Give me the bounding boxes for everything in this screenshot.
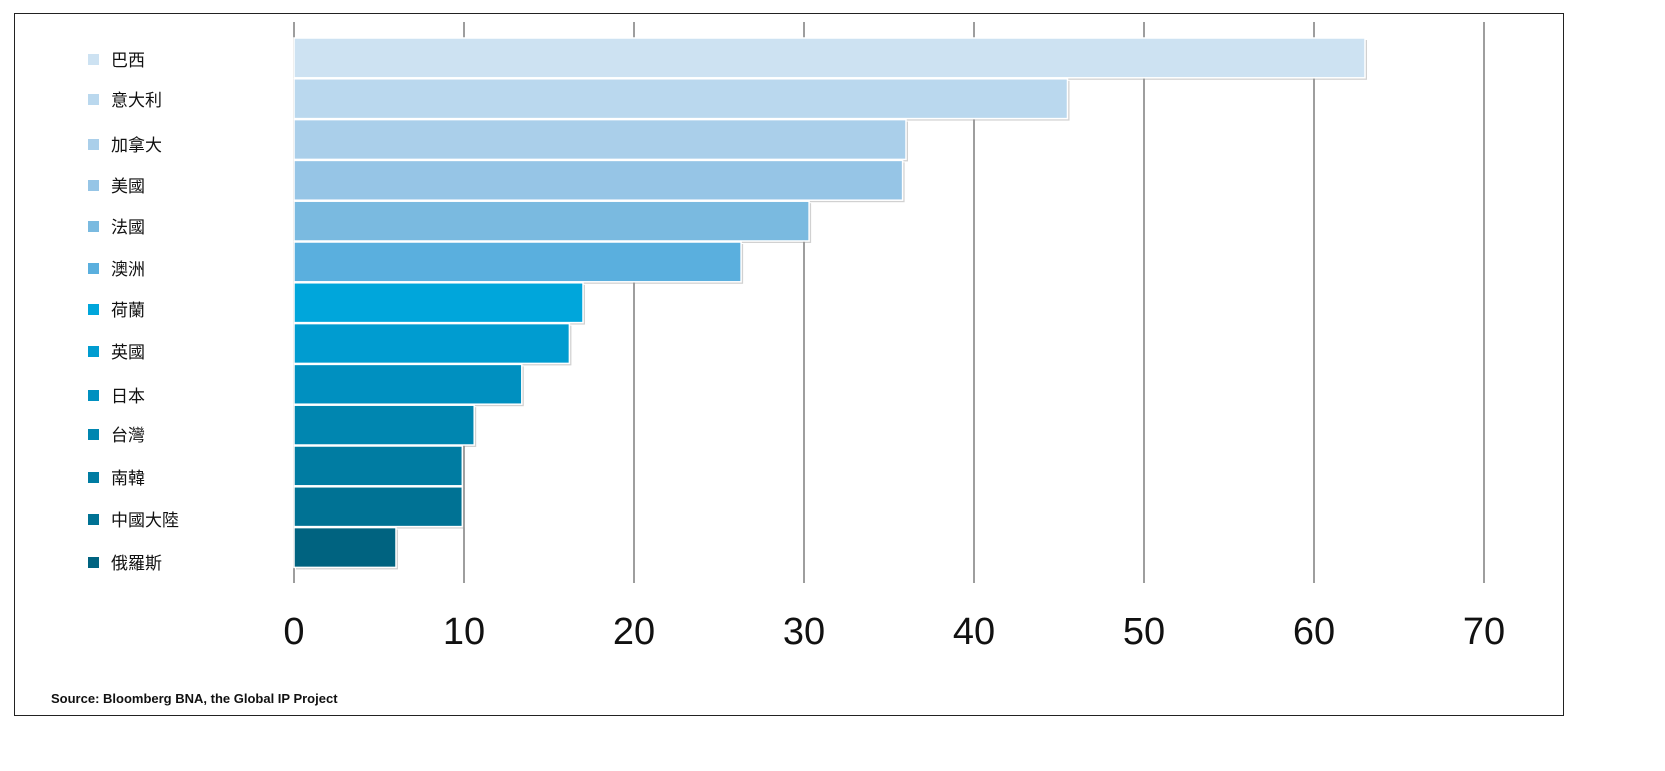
legend-swatch	[88, 514, 99, 525]
bar	[293, 118, 907, 161]
legend-swatch	[88, 472, 99, 483]
bar	[293, 322, 571, 365]
legend-label: 法國	[111, 218, 145, 238]
x-tick-label: 20	[613, 611, 655, 653]
legend-swatch	[88, 557, 99, 568]
bar	[293, 363, 523, 405]
bar	[293, 200, 810, 242]
bar	[293, 282, 584, 324]
legend-label: 荷蘭	[111, 301, 145, 321]
x-tick-label: 10	[443, 611, 485, 653]
legend-swatch	[88, 180, 99, 191]
bar	[293, 37, 1366, 79]
chart-frame	[14, 13, 1564, 716]
legend-swatch	[88, 54, 99, 65]
x-tick-label: 50	[1123, 611, 1165, 653]
legend-swatch	[88, 346, 99, 357]
legend-label: 加拿大	[111, 135, 162, 156]
legend-label: 巴西	[111, 51, 145, 71]
bar	[293, 526, 397, 569]
bar	[293, 404, 475, 446]
x-tick-label: 70	[1463, 611, 1505, 653]
bar	[293, 241, 742, 283]
legend-label: 俄羅斯	[111, 554, 162, 574]
legend-swatch	[88, 304, 99, 315]
legend-label: 英國	[111, 343, 145, 363]
bar	[293, 445, 464, 487]
x-tick-label: 40	[953, 611, 995, 653]
x-tick-label: 60	[1293, 611, 1335, 653]
legend-label: 南韓	[111, 469, 145, 489]
source-note: Source: Bloomberg BNA, the Global IP Pro…	[51, 691, 338, 706]
legend-label: 日本	[111, 387, 145, 407]
legend-swatch	[88, 221, 99, 232]
bar	[293, 159, 904, 201]
legend-label: 中國大陸	[111, 511, 179, 531]
x-tick-label: 0	[283, 611, 304, 653]
bar	[293, 78, 1069, 120]
legend-label: 台灣	[111, 426, 145, 446]
legend-label: 意大利	[111, 91, 162, 111]
legend-swatch	[88, 429, 99, 440]
legend-swatch	[88, 390, 99, 401]
legend-label: 美國	[111, 177, 145, 197]
x-tick-label: 30	[783, 611, 825, 653]
legend-swatch	[88, 139, 99, 150]
legend-swatch	[88, 263, 99, 274]
bar	[293, 486, 464, 528]
legend-label: 澳洲	[111, 260, 145, 280]
legend-swatch	[88, 94, 99, 105]
